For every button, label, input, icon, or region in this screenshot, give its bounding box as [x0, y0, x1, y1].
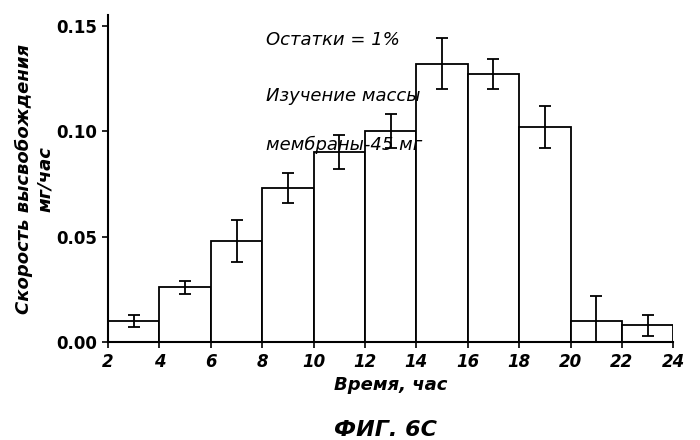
Text: ФИГ. 6C: ФИГ. 6C [333, 420, 437, 440]
Bar [365, 131, 416, 342]
Bar [468, 74, 519, 342]
Bar [519, 127, 570, 342]
X-axis label: Время, час: Время, час [334, 376, 447, 394]
Bar [416, 63, 468, 342]
Y-axis label: Скорость высвобождения
мг/час: Скорость высвобождения мг/час [15, 44, 54, 314]
Bar [570, 321, 622, 342]
Bar [108, 321, 160, 342]
Bar [314, 152, 365, 342]
Bar [622, 325, 673, 342]
Bar [262, 188, 314, 342]
Text: Остатки = 1%: Остатки = 1% [266, 31, 400, 49]
Text: мембраны-45 мг: мембраны-45 мг [266, 136, 423, 154]
Bar [211, 241, 262, 342]
Bar [160, 287, 211, 342]
Text: Изучение массы: Изучение массы [266, 87, 421, 105]
